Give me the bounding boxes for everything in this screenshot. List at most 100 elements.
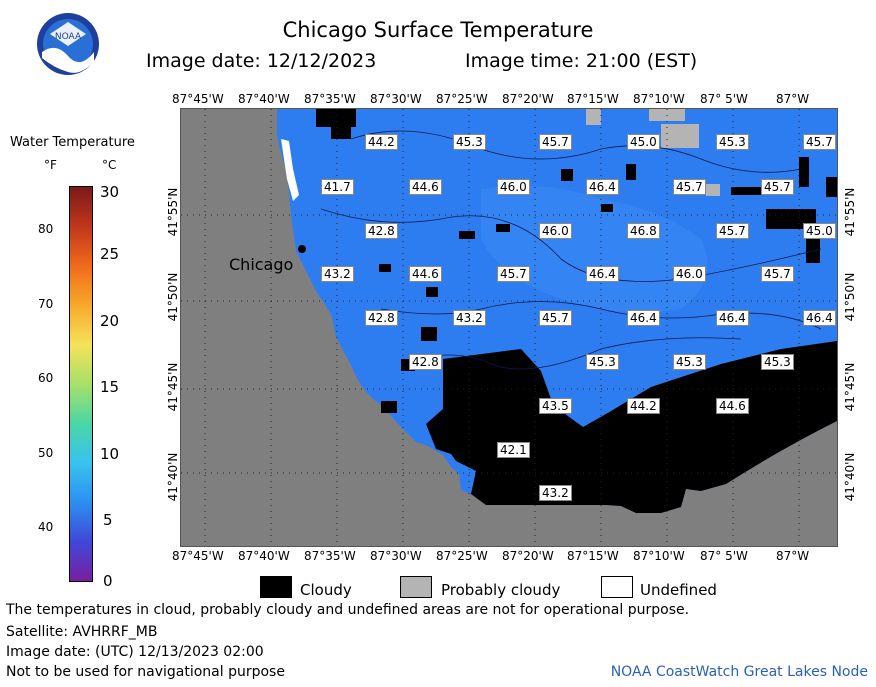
footer-credit: NOAA CoastWatch Great Lakes Node <box>610 664 868 680</box>
temp-label: 45.0 <box>803 223 836 239</box>
temp-label: 43.5 <box>539 398 572 414</box>
temp-label: 45.7 <box>539 134 572 150</box>
noaa-logo: NOAA <box>36 12 100 76</box>
lon-label: 87°20'W <box>502 549 554 563</box>
image-time: Image time: 21:00 (EST) <box>465 50 698 72</box>
lon-label: 87°40'W <box>238 92 290 106</box>
f-tick: 60 <box>38 371 54 385</box>
city-label: Chicago <box>229 255 294 274</box>
lon-label: 87°30'W <box>370 92 422 106</box>
colorbar-unit-f: °F <box>44 158 57 172</box>
legend-cloudy-label: Cloudy <box>300 581 352 599</box>
temp-label: 44.6 <box>409 179 442 195</box>
lon-label: 87°W <box>776 92 810 106</box>
lon-label: 87°45'W <box>172 549 224 563</box>
lon-label: 87°20'W <box>502 92 554 106</box>
temp-label: 45.3 <box>716 134 749 150</box>
temp-label: 45.7 <box>761 266 794 282</box>
c-tick: 25 <box>100 245 120 263</box>
lat-label-left: 41°40'N <box>166 452 180 502</box>
temp-label: 45.3 <box>673 354 706 370</box>
temp-label: 46.0 <box>539 223 572 239</box>
temp-label: 44.2 <box>627 398 660 414</box>
lon-label: 87°25'W <box>436 92 488 106</box>
lat-label-right: 41°55'N <box>843 187 857 237</box>
temp-label: 44.2 <box>365 134 398 150</box>
lon-label: 87°10'W <box>633 92 685 106</box>
page-title: Chicago Surface Temperature <box>282 18 594 42</box>
f-tick: 80 <box>38 222 54 236</box>
footer-note: The temperatures in cloud, probably clou… <box>6 602 690 618</box>
chicago-marker <box>298 245 306 253</box>
lat-label-right: 41°40'N <box>843 452 857 502</box>
temp-label: 45.7 <box>673 179 706 195</box>
lon-label: 87°10'W <box>633 549 685 563</box>
lon-label: 87°30'W <box>370 549 422 563</box>
colorbar <box>69 186 93 582</box>
lat-label-right: 41°50'N <box>843 272 857 322</box>
temp-label: 46.4 <box>586 266 619 282</box>
c-tick: 15 <box>100 378 120 396</box>
temp-label: 45.0 <box>627 134 660 150</box>
legend-cloudy-swatch <box>260 576 292 598</box>
temp-label: 46.0 <box>497 179 530 195</box>
map-svg <box>181 109 837 546</box>
temp-label: 45.3 <box>761 354 794 370</box>
temp-label: 45.7 <box>539 310 572 326</box>
lon-label: 87°W <box>776 549 810 563</box>
c-tick: 20 <box>100 312 120 330</box>
temp-label: 46.0 <box>673 266 706 282</box>
temp-label: 45.7 <box>497 266 530 282</box>
f-tick: 70 <box>38 297 54 311</box>
lat-label-left: 41°45'N <box>166 362 180 412</box>
lon-label: 87°45'W <box>172 92 224 106</box>
lon-label: 87°15'W <box>567 92 619 106</box>
map-frame: Chicago 44.2 45.3 45.7 45.0 45.3 45.7 41… <box>180 108 838 547</box>
temp-label: 46.4 <box>803 310 836 326</box>
image-date: Image date: 12/12/2023 <box>146 50 377 72</box>
cloud-areas <box>316 109 837 513</box>
legend-probably-cloudy-label: Probably cloudy <box>441 581 561 599</box>
temp-label: 46.4 <box>716 310 749 326</box>
isotherms <box>320 130 822 370</box>
warm-water-patch <box>481 185 708 313</box>
c-tick: 30 <box>100 183 120 201</box>
temp-label: 42.8 <box>365 310 398 326</box>
lon-label: 87°25'W <box>436 549 488 563</box>
lat-label-left: 41°55'N <box>166 187 180 237</box>
legend-probably-cloudy-swatch <box>400 576 432 598</box>
footer-nav-warning: Not to be used for navigational purpose <box>6 664 285 680</box>
footer-satellite: Satellite: AVHRRF_MB <box>6 624 158 640</box>
lon-label: 87° 5'W <box>700 549 748 563</box>
temp-label: 46.4 <box>586 179 619 195</box>
lon-label: 87°35'W <box>304 549 356 563</box>
lon-label: 87°35'W <box>304 92 356 106</box>
footer-utc-date: Image date: (UTC) 12/13/2023 02:00 <box>6 644 264 660</box>
temp-label: 46.8 <box>627 223 660 239</box>
lat-label-right: 41°45'N <box>843 362 857 412</box>
lon-label: 87°15'W <box>567 549 619 563</box>
lat-label-left: 41°50'N <box>166 272 180 322</box>
c-tick: 10 <box>100 445 120 463</box>
temp-label: 45.3 <box>453 134 486 150</box>
undefined-fringe <box>281 139 299 201</box>
temp-label: 45.7 <box>716 223 749 239</box>
temp-label: 43.2 <box>321 266 354 282</box>
temp-label: 45.3 <box>586 354 619 370</box>
temp-label: 43.2 <box>453 310 486 326</box>
temp-label: 44.6 <box>716 398 749 414</box>
legend-undefined-swatch <box>601 576 633 598</box>
probably-cloudy-areas <box>586 109 720 196</box>
temp-label: 46.4 <box>627 310 660 326</box>
colorbar-unit-c: °C <box>102 158 117 172</box>
temp-label: 42.8 <box>365 223 398 239</box>
f-tick: 40 <box>38 520 54 534</box>
c-tick: 0 <box>103 572 113 590</box>
colorbar-title: Water Temperature <box>10 135 135 150</box>
legend-undefined-label: Undefined <box>640 581 717 599</box>
temp-label: 43.2 <box>539 485 572 501</box>
temp-label: 44.6 <box>409 266 442 282</box>
f-tick: 50 <box>38 446 54 460</box>
c-tick: 5 <box>103 511 113 529</box>
temp-label: 42.8 <box>409 354 442 370</box>
